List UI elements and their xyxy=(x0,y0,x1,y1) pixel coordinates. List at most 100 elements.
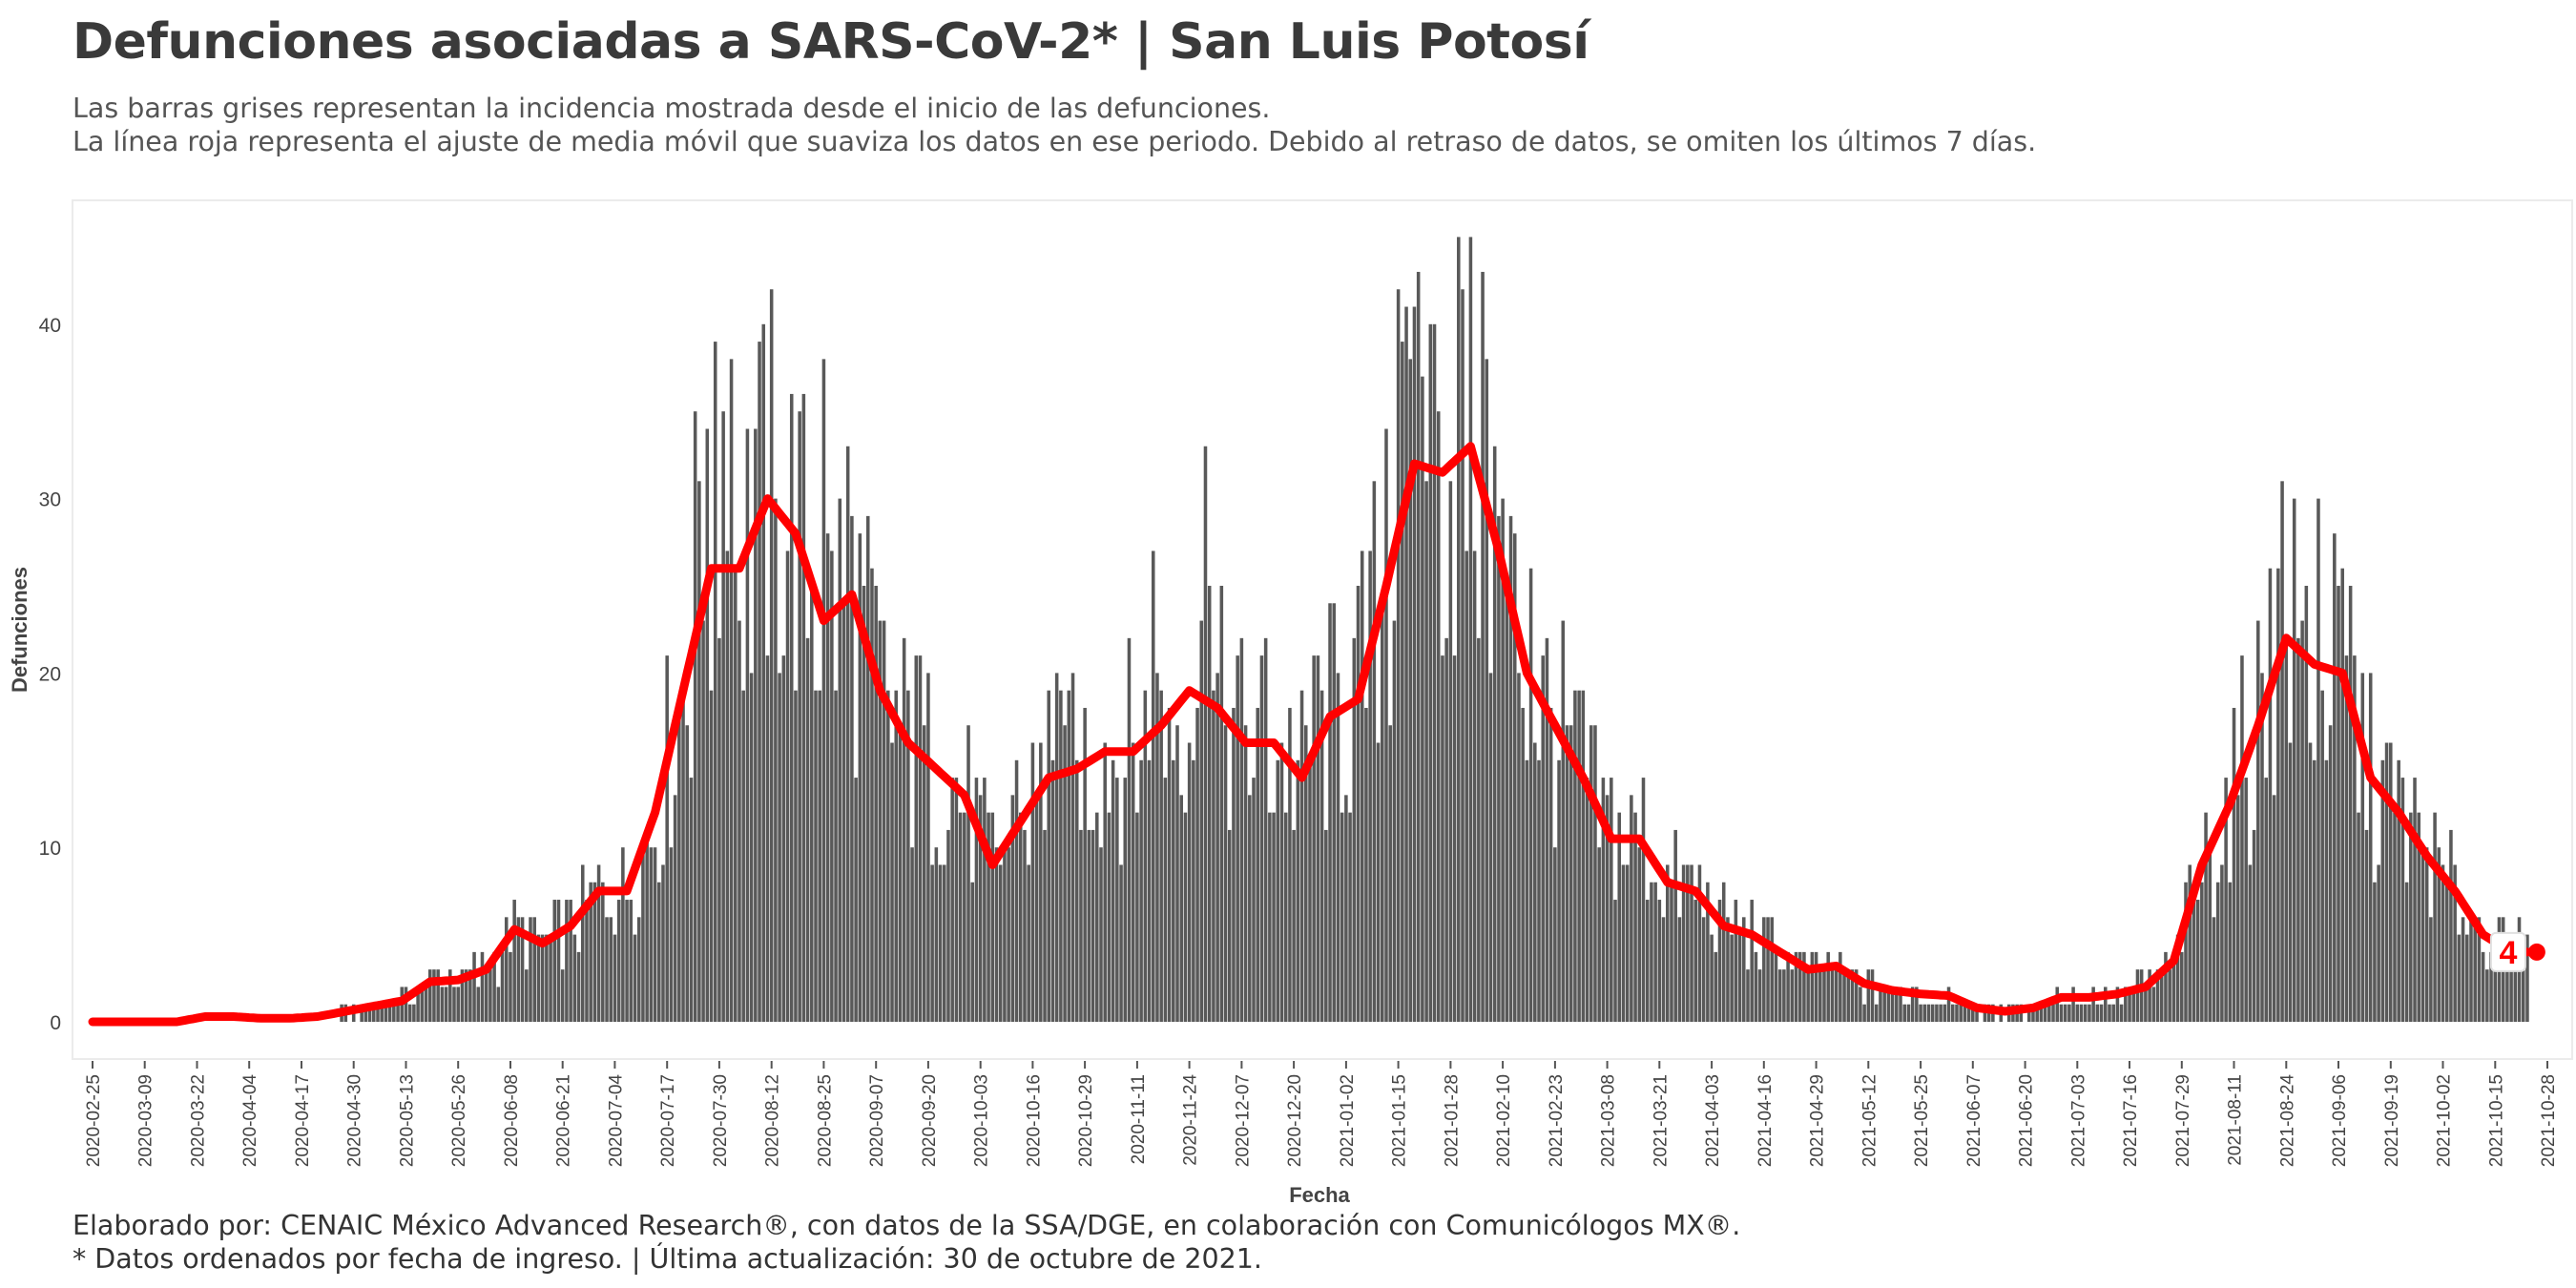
bar xyxy=(407,1004,412,1022)
x-tick-label: 2020-06-08 xyxy=(502,1074,522,1167)
bar xyxy=(1721,882,1726,1022)
bar xyxy=(1521,707,1525,1022)
bar xyxy=(838,498,842,1022)
bar xyxy=(1227,829,1232,1022)
bar xyxy=(1737,934,1742,1022)
bar xyxy=(1236,655,1239,1022)
bar xyxy=(1512,533,1517,1022)
bar xyxy=(2144,987,2148,1022)
bar xyxy=(2031,1004,2035,1022)
x-tick-label: 2020-10-29 xyxy=(1076,1074,1096,1167)
bar xyxy=(2248,864,2253,1022)
bar xyxy=(1299,690,1304,1022)
x-tick-label: 2020-05-13 xyxy=(398,1074,418,1167)
bar xyxy=(1508,515,1513,1022)
bar xyxy=(1155,673,1159,1022)
bar xyxy=(585,900,589,1022)
bar xyxy=(1975,1004,1979,1022)
bar xyxy=(1372,481,1377,1022)
bar xyxy=(902,637,906,1022)
bar xyxy=(2473,917,2477,1022)
x-tick-label: 2020-03-09 xyxy=(136,1074,156,1167)
bar xyxy=(1263,637,1268,1022)
bar xyxy=(886,690,890,1022)
bar xyxy=(1332,603,1337,1022)
bar xyxy=(1296,759,1300,1022)
bar xyxy=(1392,620,1397,1022)
bar xyxy=(1517,673,1521,1022)
bar xyxy=(1661,917,1666,1022)
bar xyxy=(983,778,987,1022)
bar xyxy=(1810,951,1815,1022)
bar xyxy=(1902,1004,1906,1022)
bar xyxy=(1143,690,1148,1022)
bar xyxy=(2115,987,2120,1022)
bar xyxy=(1690,864,1693,1022)
x-tick-label: 2021-06-07 xyxy=(1964,1074,1984,1167)
bar xyxy=(609,917,613,1022)
bar xyxy=(2373,882,2377,1022)
bar xyxy=(1541,655,1545,1022)
bar xyxy=(2235,795,2240,1022)
bar xyxy=(2300,620,2304,1022)
deaths-chart: 4 0 10 20 30 40 2020-02-25 2020-03-09 2020-03-… xyxy=(8,199,2573,1202)
bar xyxy=(874,586,878,1022)
bar xyxy=(1087,829,1091,1022)
bar xyxy=(565,900,569,1022)
bar xyxy=(1272,812,1276,1022)
bar xyxy=(1525,759,1529,1022)
bar xyxy=(2175,934,2180,1022)
bar xyxy=(2212,917,2216,1022)
bar xyxy=(1308,759,1312,1022)
bar xyxy=(1701,917,1706,1022)
bar xyxy=(769,289,774,1022)
bar xyxy=(1742,917,1746,1022)
bar xyxy=(468,969,472,1022)
bar xyxy=(1239,637,1244,1022)
bar xyxy=(1568,725,1573,1022)
bar xyxy=(1054,673,1059,1022)
bar xyxy=(427,969,432,1022)
bar xyxy=(436,969,440,1022)
x-tick-label: 2021-10-28 xyxy=(2539,1074,2559,1167)
bar xyxy=(1670,882,1673,1022)
bar xyxy=(1003,847,1007,1022)
x-tick-label: 2020-03-22 xyxy=(189,1074,209,1167)
x-tick-label: 2021-08-11 xyxy=(2226,1074,2246,1166)
bar xyxy=(1686,864,1690,1022)
bar xyxy=(681,690,685,1022)
bar xyxy=(2148,969,2151,1022)
bar xyxy=(1693,900,1698,1022)
bar xyxy=(540,934,545,1022)
bar xyxy=(1404,306,1408,1022)
bar xyxy=(987,812,990,1022)
bar xyxy=(882,620,886,1022)
bar xyxy=(2276,568,2280,1022)
bar xyxy=(1283,812,1288,1022)
bar xyxy=(2360,673,2365,1022)
bar xyxy=(2288,742,2293,1022)
bar xyxy=(673,795,677,1022)
x-tick-label: 2021-03-08 xyxy=(1599,1074,1619,1167)
bar xyxy=(2377,864,2380,1022)
bar xyxy=(1561,620,1566,1022)
x-tick-label: 2021-04-03 xyxy=(1703,1074,1723,1167)
bar xyxy=(2272,795,2276,1022)
bar xyxy=(1131,742,1135,1022)
bar xyxy=(1834,969,1839,1022)
bar xyxy=(2240,655,2244,1022)
bar xyxy=(1288,707,1292,1022)
bar xyxy=(1014,759,1019,1022)
bar xyxy=(1376,742,1381,1022)
bar xyxy=(1010,795,1015,1022)
bar xyxy=(2067,1004,2071,1022)
bar xyxy=(1850,969,1855,1022)
bar xyxy=(1195,707,1199,1022)
x-tick-label: 2020-10-03 xyxy=(972,1074,992,1167)
x-tick-label: 2020-12-07 xyxy=(1233,1074,1253,1167)
bar xyxy=(1714,951,1718,1022)
bar xyxy=(1067,690,1071,1022)
bar xyxy=(2333,533,2337,1022)
bar xyxy=(661,864,665,1022)
bar xyxy=(372,1004,376,1022)
